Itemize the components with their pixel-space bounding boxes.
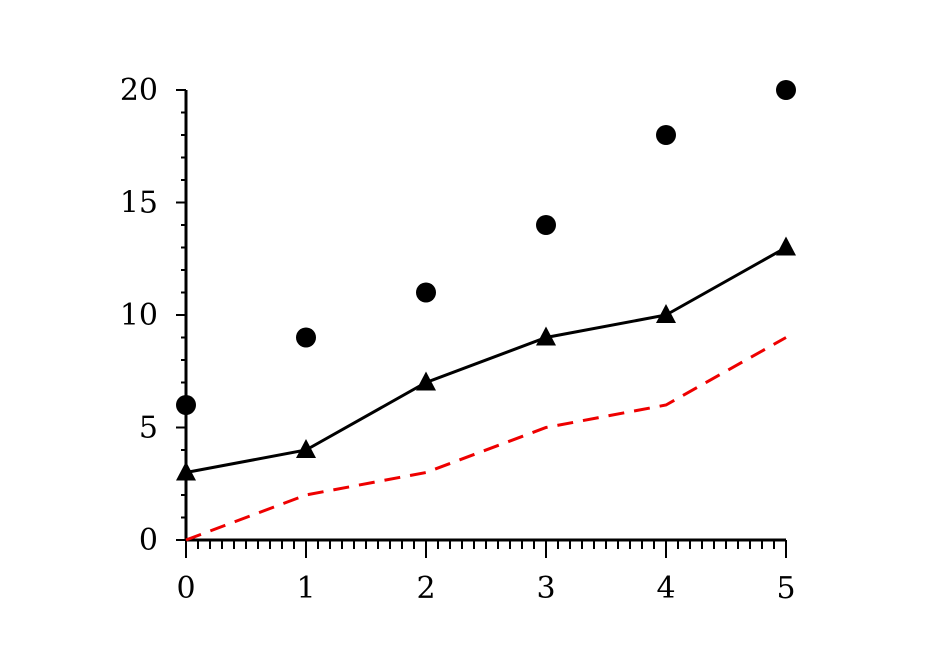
- y-tick-label: 15: [120, 186, 158, 221]
- y-tick-label: 5: [139, 411, 158, 446]
- series-2-line: [185, 246, 787, 474]
- x-tick-label: 1: [296, 571, 315, 606]
- y-tick-label: 0: [139, 523, 158, 558]
- x-tick-label: 3: [536, 571, 555, 606]
- series-2-point: [296, 439, 316, 458]
- series-2-point: [776, 236, 796, 256]
- series-2-point: [416, 371, 436, 391]
- series-1-point: [416, 282, 436, 303]
- x-tick-label: 4: [656, 571, 675, 606]
- series-1-point: [656, 125, 676, 145]
- series-2-point: [176, 461, 196, 481]
- x-tick-label: 5: [776, 571, 795, 606]
- series-1-point: [536, 215, 556, 235]
- y-tick-label: 10: [120, 298, 158, 333]
- series-3-line: [185, 336, 787, 542]
- axes: 0 5 10 15 20 0 1 2 3 4 5: [120, 73, 796, 606]
- series-1-point: [176, 395, 196, 415]
- series-1-point: [776, 80, 796, 100]
- series-2-point: [536, 326, 556, 346]
- series-layer: [176, 80, 796, 542]
- y-tick-label: 20: [120, 73, 158, 108]
- series-2-point: [656, 304, 676, 323]
- x-tick-label: 2: [416, 571, 435, 606]
- x-tick-label: 0: [176, 571, 195, 606]
- series-1-point: [296, 327, 316, 348]
